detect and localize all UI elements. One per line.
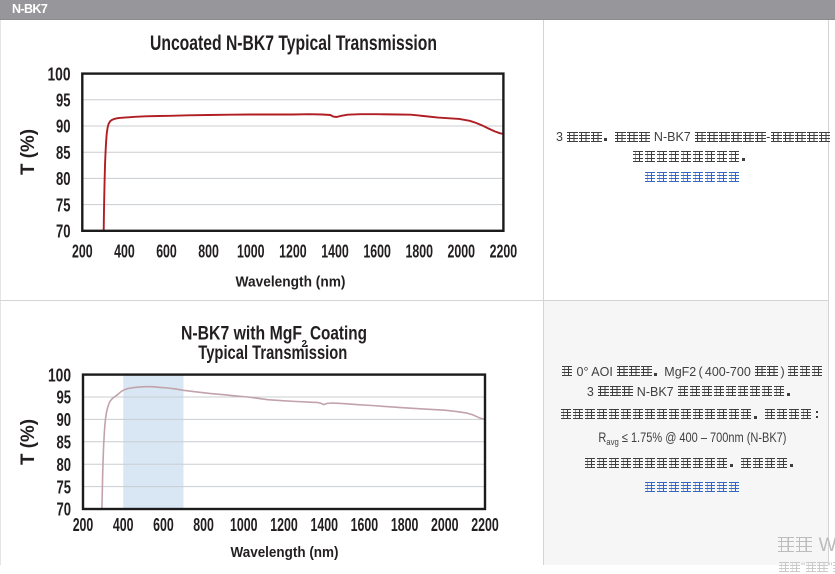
- svg-text:200: 200: [72, 240, 93, 261]
- svg-text:Wavelength (nm): Wavelength (nm): [236, 273, 346, 290]
- svg-text:800: 800: [193, 514, 214, 535]
- svg-text:85: 85: [56, 142, 71, 163]
- svg-text:75: 75: [57, 476, 72, 497]
- svg-text:2000: 2000: [448, 240, 476, 261]
- svg-text:Uncoated N-BK7 Typical Transmi: Uncoated N-BK7 Typical Transmission: [150, 31, 437, 55]
- svg-text:600: 600: [156, 240, 177, 261]
- svg-text:T (%): T (%): [18, 129, 39, 175]
- svg-text:Typical Transmission: Typical Transmission: [198, 342, 347, 364]
- svg-text:2200: 2200: [490, 240, 518, 261]
- svg-text:100: 100: [48, 63, 71, 84]
- svg-text:90: 90: [57, 409, 72, 430]
- svg-text:T (%): T (%): [18, 419, 39, 465]
- svg-text:2200: 2200: [471, 514, 499, 535]
- svg-text:2000: 2000: [431, 514, 459, 535]
- svg-text:2: 2: [302, 339, 308, 350]
- svg-text:70: 70: [56, 221, 71, 242]
- svg-text:100: 100: [48, 364, 71, 385]
- svg-text:1200: 1200: [270, 514, 298, 535]
- svg-text:1000: 1000: [230, 514, 258, 535]
- svg-text:400: 400: [114, 240, 135, 261]
- svg-text:75: 75: [56, 194, 71, 215]
- svg-text:90: 90: [56, 116, 71, 137]
- svg-text:1800: 1800: [405, 240, 433, 261]
- svg-text:600: 600: [153, 514, 174, 535]
- svg-text:1600: 1600: [351, 514, 379, 535]
- svg-text:Wavelength (nm): Wavelength (nm): [231, 544, 339, 561]
- svg-text:Coating: Coating: [310, 323, 367, 345]
- svg-text:200: 200: [73, 514, 94, 535]
- svg-text:80: 80: [56, 168, 71, 189]
- svg-text:85: 85: [57, 432, 72, 453]
- svg-text:1400: 1400: [310, 514, 338, 535]
- svg-text:70: 70: [57, 499, 72, 520]
- svg-text:1000: 1000: [237, 240, 265, 261]
- svg-text:400: 400: [113, 514, 134, 535]
- svg-text:1800: 1800: [391, 514, 419, 535]
- svg-text:1200: 1200: [279, 240, 307, 261]
- svg-text:95: 95: [57, 387, 72, 408]
- svg-text:1600: 1600: [363, 240, 391, 261]
- svg-text:95: 95: [56, 90, 71, 111]
- svg-text:1400: 1400: [321, 240, 349, 261]
- svg-text:N-BK7 with MgF: N-BK7 with MgF: [181, 323, 302, 345]
- svg-text:80: 80: [57, 454, 72, 475]
- svg-text:800: 800: [198, 240, 219, 261]
